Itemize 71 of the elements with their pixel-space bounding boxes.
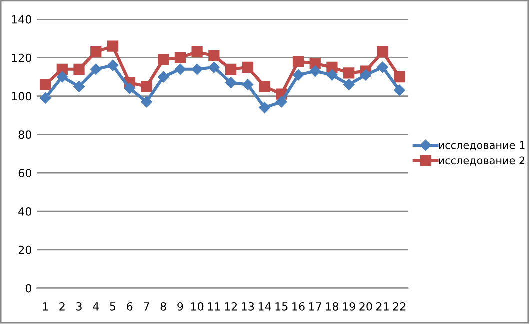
point <box>292 56 304 68</box>
x-tick-label: 21 <box>376 302 389 311</box>
point <box>259 102 270 114</box>
point <box>56 71 68 83</box>
x-tick-label: 16 <box>292 302 305 311</box>
x-tick-label: 9 <box>178 302 184 311</box>
point <box>74 64 85 75</box>
point <box>124 82 136 94</box>
point <box>107 40 119 52</box>
point <box>40 79 52 90</box>
x-tick-label: 12 <box>225 302 237 311</box>
y-tick-label: 100 <box>12 92 32 101</box>
y-tick-label: 20 <box>18 246 32 254</box>
x-tick-label: 8 <box>160 302 166 311</box>
y-tick-label: 0 <box>26 284 32 293</box>
point <box>310 66 321 77</box>
point <box>141 81 152 92</box>
x-tick-label: 1 <box>43 302 48 311</box>
point <box>107 60 119 72</box>
point <box>74 81 85 92</box>
point <box>259 81 270 92</box>
point <box>343 79 355 90</box>
point <box>242 79 254 90</box>
x-tick-label: 15 <box>276 302 288 311</box>
point <box>174 64 186 75</box>
legend-label: исследование 1 <box>439 142 525 151</box>
point <box>276 96 288 108</box>
x-tick-label: 17 <box>310 302 322 311</box>
point <box>360 70 372 81</box>
point <box>141 96 152 108</box>
x-tick-label: 3 <box>76 302 82 311</box>
point <box>208 50 220 62</box>
point <box>292 70 304 81</box>
point <box>90 64 102 75</box>
y-tick-label: 80 <box>18 130 32 140</box>
point <box>158 71 170 83</box>
x-tick-label: 2 <box>60 302 65 311</box>
x-tick-label: 19 <box>343 302 356 311</box>
point <box>174 52 186 64</box>
x-tick-label: 7 <box>144 302 150 311</box>
y-tick-label: 120 <box>12 54 32 62</box>
x-tick-label: 4 <box>93 302 100 311</box>
y-tick-label: 140 <box>12 15 32 24</box>
point <box>158 54 170 66</box>
x-tick-label: 10 <box>191 302 204 311</box>
x-tick-label: 18 <box>326 302 339 311</box>
x-tick-label: 14 <box>258 302 272 311</box>
point <box>394 72 406 83</box>
point <box>326 70 338 81</box>
point <box>344 68 355 79</box>
y-tick-label: 60 <box>18 169 32 178</box>
point <box>394 84 406 96</box>
point <box>192 46 203 58</box>
x-tick-label: 6 <box>127 302 133 311</box>
point <box>225 64 237 75</box>
point <box>225 77 237 88</box>
point <box>192 64 203 75</box>
y-tick-label: 40 <box>18 208 32 216</box>
legend-label: исследование 2 <box>439 156 525 166</box>
x-tick-label: 5 <box>110 302 116 311</box>
x-tick-label: 20 <box>360 302 372 311</box>
point <box>40 92 52 104</box>
x-tick-label: 22 <box>393 302 406 311</box>
point <box>377 46 388 58</box>
point <box>242 62 254 74</box>
point <box>310 58 321 70</box>
point <box>208 62 220 74</box>
point <box>90 46 102 58</box>
x-tick-label: 13 <box>242 302 254 311</box>
point <box>377 62 388 74</box>
x-tick-label: 11 <box>208 302 220 311</box>
